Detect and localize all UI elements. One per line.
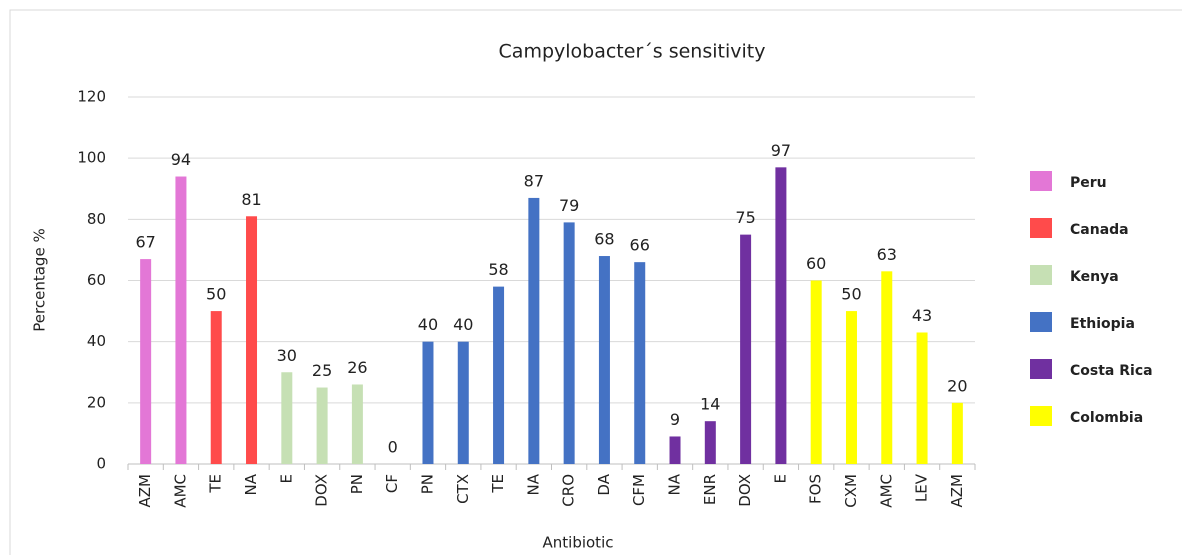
legend-swatch [1030, 312, 1052, 332]
x-tick-label: NA [524, 473, 542, 495]
x-tick-label: AZM [948, 474, 966, 507]
x-tick-label: NA [666, 473, 684, 495]
x-tick-label: E [771, 474, 789, 483]
bar [493, 286, 505, 464]
legend-swatch [1030, 265, 1052, 285]
y-tick-label: 80 [87, 210, 106, 228]
data-label: 40 [453, 315, 473, 334]
x-tick-label: TE [489, 474, 507, 494]
bar [669, 436, 681, 464]
data-label: 50 [206, 285, 226, 304]
data-label: 75 [735, 208, 755, 227]
x-tick-label: NA [242, 473, 260, 495]
bar [810, 280, 822, 464]
data-label: 43 [912, 306, 932, 325]
x-tick-label: AZM [136, 474, 154, 507]
x-tick-label: CFM [630, 474, 648, 506]
y-tick-label: 120 [77, 88, 106, 106]
bar [951, 402, 963, 464]
x-tick-label: PN [348, 474, 366, 494]
chart-frame [9, 9, 1182, 559]
data-label: 67 [135, 233, 155, 252]
bar [528, 197, 540, 465]
legend-label: Costa Rica [1070, 363, 1153, 379]
x-tick-label: CF [383, 474, 401, 493]
bar [775, 167, 787, 464]
legend-swatch [1030, 218, 1052, 238]
data-label: 9 [670, 410, 680, 429]
data-label: 94 [171, 150, 191, 169]
x-tick-label: ENR [701, 474, 719, 505]
data-label: 14 [700, 395, 720, 414]
bar [634, 262, 646, 464]
legend-label: Colombia [1070, 410, 1143, 426]
bar [351, 384, 363, 464]
bar [916, 332, 928, 464]
data-label: 60 [806, 254, 826, 273]
data-label: 20 [947, 376, 967, 395]
bar [175, 176, 187, 464]
legend-label: Peru [1070, 175, 1107, 191]
bar [598, 256, 610, 464]
bar [845, 311, 857, 464]
data-label: 79 [559, 196, 579, 215]
x-tick-label: AMC [877, 474, 895, 508]
y-tick-label: 60 [87, 271, 106, 289]
y-tick-label: 100 [77, 149, 106, 167]
x-tick-label: DOX [736, 474, 754, 507]
y-tick-label: 0 [96, 455, 106, 473]
bar [281, 372, 293, 464]
data-label: 30 [277, 346, 297, 365]
x-tick-label: DA [595, 473, 613, 495]
data-label: 87 [524, 171, 544, 190]
data-label: 26 [347, 358, 367, 377]
data-label: 0 [388, 438, 398, 457]
x-tick-label: FOS [807, 474, 825, 504]
bar [881, 271, 893, 464]
legend-swatch [1030, 406, 1052, 426]
y-tick-label: 40 [87, 332, 106, 350]
data-label: 97 [771, 141, 791, 160]
x-tick-label: E [277, 474, 295, 483]
legend-swatch [1030, 171, 1052, 191]
x-tick-label: AMC [171, 474, 189, 508]
data-label: 81 [241, 190, 261, 209]
bar [422, 341, 434, 464]
bar [563, 222, 575, 464]
data-label: 58 [488, 260, 508, 279]
x-tick-label: CXM [842, 474, 860, 508]
y-axis-label: Percentage % [31, 228, 49, 331]
bar [246, 216, 258, 464]
bar [140, 259, 152, 464]
y-tick-label: 20 [87, 393, 106, 411]
data-label: 40 [418, 315, 438, 334]
x-tick-label: PN [418, 474, 436, 494]
bar [210, 311, 222, 464]
bar [704, 421, 716, 464]
data-label: 66 [630, 236, 650, 255]
data-label: 25 [312, 361, 332, 380]
x-tick-label: DOX [313, 474, 331, 507]
legend-label: Ethiopia [1070, 316, 1135, 332]
bar [316, 387, 328, 464]
bar [457, 341, 469, 464]
x-tick-label: TE [207, 474, 225, 494]
legend-label: Kenya [1070, 269, 1119, 285]
data-label: 68 [594, 230, 614, 249]
data-label: 50 [841, 285, 861, 304]
chart-title: Campylobacter´s sensitivity [499, 41, 766, 63]
data-label: 63 [877, 245, 897, 264]
x-tick-label: LEV [913, 473, 931, 502]
x-tick-label: CRO [560, 474, 578, 507]
legend-swatch [1030, 359, 1052, 379]
bar [740, 234, 752, 464]
legend-label: Canada [1070, 222, 1129, 238]
x-tick-label: CTX [454, 474, 472, 504]
x-axis-label: Antibiotic [543, 534, 614, 552]
